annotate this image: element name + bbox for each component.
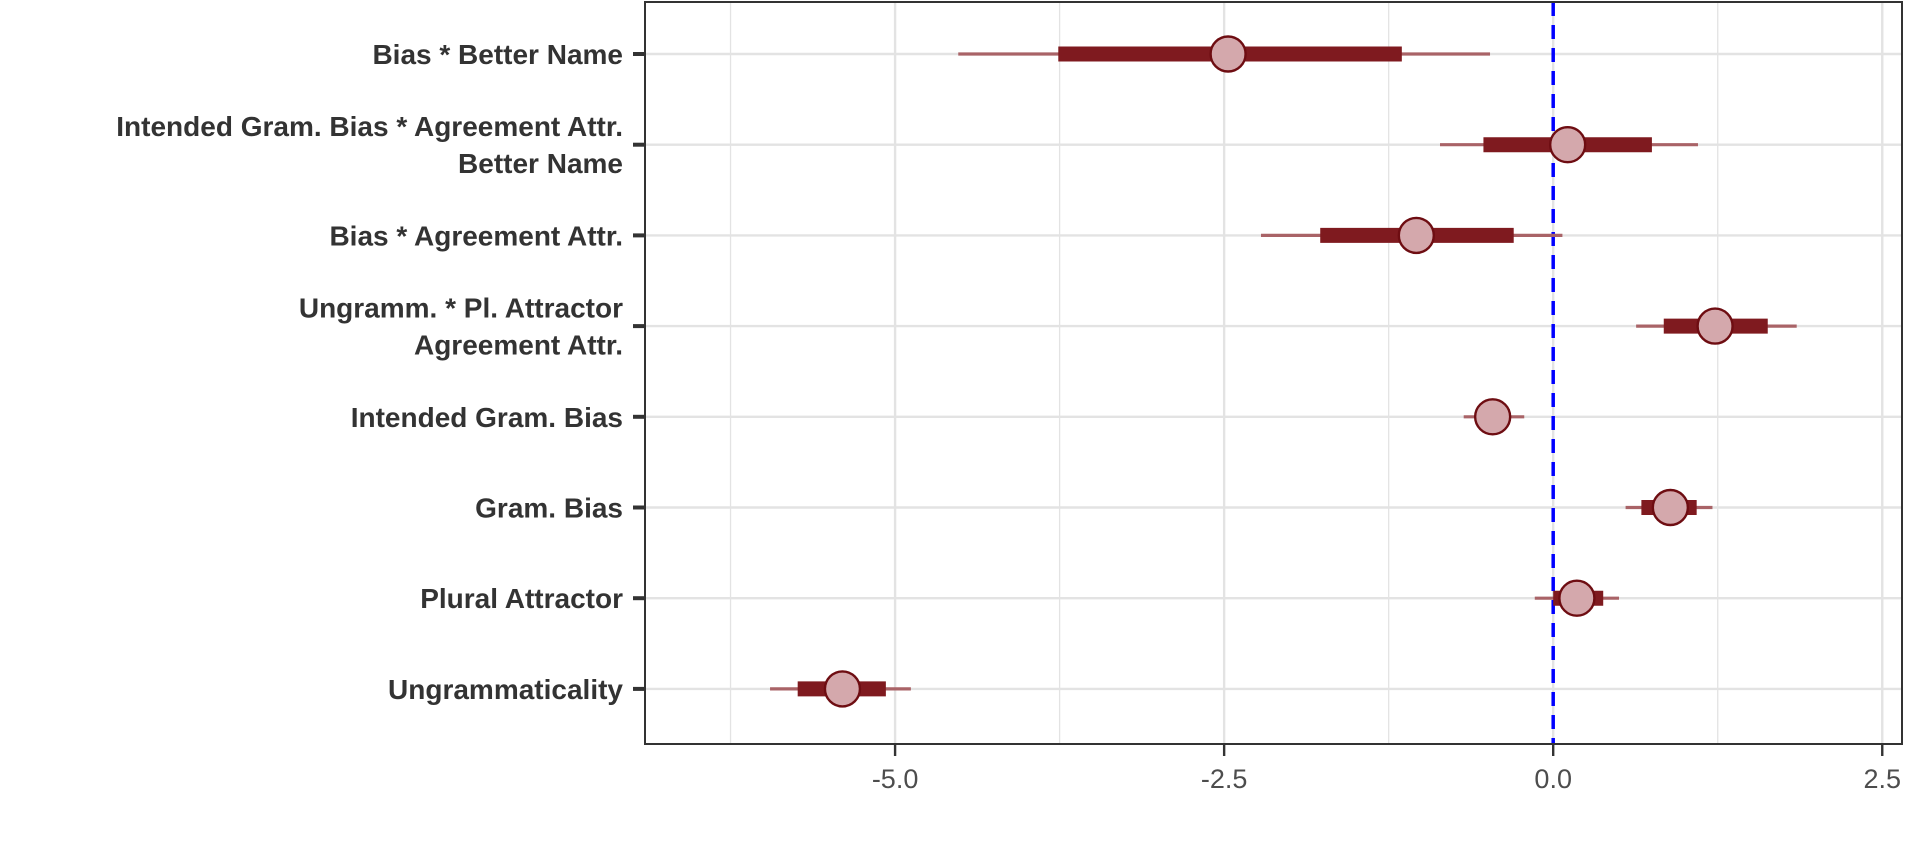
estimate-point [1209, 35, 1247, 73]
y-axis-ticks [633, 52, 645, 691]
y-tick-label: Intended Gram. Bias [351, 402, 623, 433]
y-tick-label-line: Ungramm. * Pl. Attractor [299, 293, 623, 324]
estimate-point [1473, 398, 1512, 436]
estimate-point [1397, 216, 1436, 255]
y-tick-label-line: Intended Gram. Bias * Agreement Attr. [116, 111, 623, 142]
y-axis-labels: Bias * Better Name Intended Gram. Bias * … [116, 39, 623, 705]
y-tick-label-line: Bias * Agreement Attr. [329, 220, 623, 251]
y-tick-label-line: Bias * Better Name [372, 39, 623, 70]
y-tick-label-line: Gram. Bias [475, 493, 623, 524]
y-tick-label: Ungrammaticality [388, 674, 623, 705]
minor-gridlines [729, 2, 1719, 744]
estimate-point [1548, 125, 1587, 164]
panel-border [644, 1, 1903, 745]
x-tick-label: -2.5 [1201, 764, 1248, 794]
y-tick-label: Plural Attractor [420, 583, 623, 614]
x-axis-labels: -5.0 -2.5 0.0 2.5 [872, 764, 1901, 794]
y-tick-label-line: Plural Attractor [420, 583, 623, 614]
y-tick-label: Ungramm. * Pl. Attractor Agreement Attr. [299, 293, 623, 361]
y-tick-label: Bias * Better Name [372, 39, 623, 70]
x-axis-ticks [893, 744, 1884, 756]
point-estimates [823, 35, 1734, 708]
y-tick-label-line: Agreement Attr. [414, 330, 623, 361]
y-tick-label-line: Ungrammaticality [388, 674, 623, 705]
x-tick-label: 0.0 [1534, 764, 1572, 794]
y-tick-label-line: Intended Gram. Bias [351, 402, 623, 433]
estimate-point [823, 670, 862, 708]
estimate-point [1696, 307, 1734, 345]
y-tick-label: Bias * Agreement Attr. [329, 220, 623, 251]
x-tick-label: 2.5 [1863, 764, 1901, 794]
y-tick-label: Intended Gram. Bias * Agreement Attr. Bet… [116, 111, 623, 179]
x-tick-label: -5.0 [872, 764, 919, 794]
estimate-point [1651, 488, 1690, 527]
y-tick-label: Gram. Bias [475, 493, 623, 524]
estimate-point [1558, 579, 1596, 617]
y-tick-label-line: Better Name [458, 148, 623, 179]
